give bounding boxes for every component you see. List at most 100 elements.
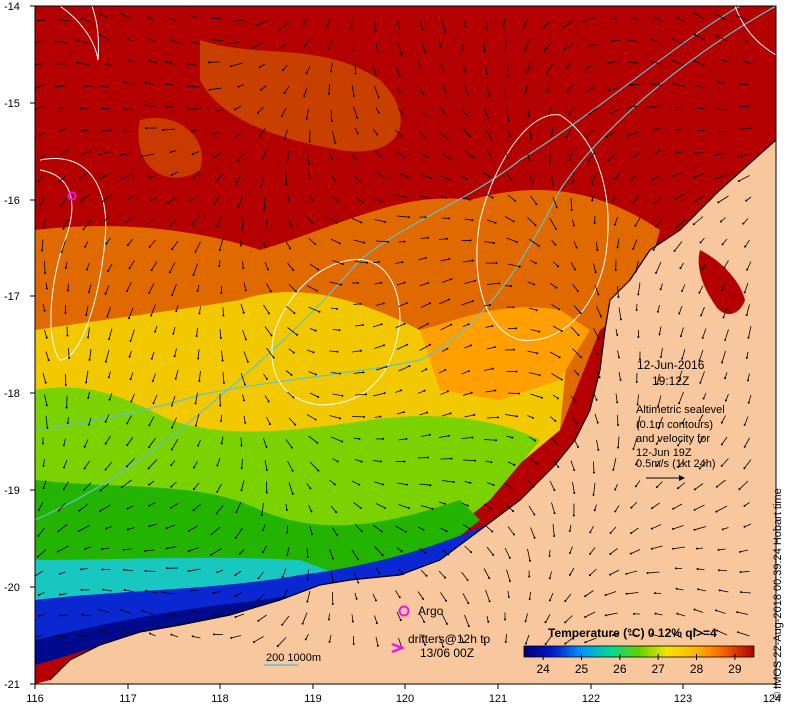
velocity-arrow-head xyxy=(280,46,283,49)
velocity-arrow xyxy=(221,436,224,444)
velocity-arrow xyxy=(441,19,446,32)
velocity-arrow xyxy=(121,629,134,636)
velocity-arrow-head xyxy=(194,402,197,405)
velocity-arrow-head xyxy=(121,628,124,631)
velocity-arrow xyxy=(701,263,707,271)
velocity-arrow xyxy=(552,261,559,267)
velocity-arrow xyxy=(651,524,662,530)
velocity-arrow xyxy=(308,435,318,444)
velocity-arrow xyxy=(282,64,288,71)
velocity-arrow-head xyxy=(588,112,591,115)
velocity-arrow xyxy=(395,525,407,533)
velocity-arrow-head xyxy=(148,291,151,294)
velocity-arrow-head xyxy=(544,643,547,646)
velocity-arrow xyxy=(106,63,113,67)
velocity-arrow-head xyxy=(483,50,486,53)
velocity-arrow xyxy=(169,219,177,227)
velocity-arrow xyxy=(105,461,113,470)
velocity-arrow xyxy=(651,61,662,65)
velocity-arrow-head xyxy=(376,644,379,647)
velocity-arrow-head xyxy=(490,154,493,157)
velocity-arrow-head xyxy=(318,310,321,313)
velocity-arrow-head xyxy=(306,600,309,603)
velocity-arrow-head xyxy=(80,130,83,133)
velocity-arrow-head xyxy=(467,602,470,605)
velocity-arrow-head xyxy=(696,106,699,109)
velocity-arrow-head xyxy=(335,307,338,310)
velocity-arrow-head xyxy=(212,592,215,595)
velocity-arrow-head xyxy=(577,333,580,336)
velocity-arrow xyxy=(438,299,450,305)
velocity-arrow-head xyxy=(162,129,165,132)
velocity-arrow xyxy=(372,524,383,532)
velocity-arrow xyxy=(723,260,729,268)
velocity-arrow-head xyxy=(587,89,590,92)
velocity-arrow-head xyxy=(407,507,410,510)
velocity-arrow-head xyxy=(717,548,720,551)
velocity-arrow-head xyxy=(534,439,537,442)
y-tick-label: -19 xyxy=(4,485,20,497)
velocity-arrow-head xyxy=(260,513,263,516)
velocity-arrow-head xyxy=(42,226,45,229)
velocity-arrow-head xyxy=(251,46,254,49)
velocity-arrow-head xyxy=(693,152,696,155)
velocity-arrow xyxy=(288,284,297,292)
velocity-arrow-head xyxy=(513,463,516,466)
velocity-arrow xyxy=(632,239,638,249)
velocity-arrow-head xyxy=(428,433,431,436)
velocity-arrow xyxy=(354,523,363,532)
velocity-arrow xyxy=(81,193,90,202)
velocity-arrow-head xyxy=(208,61,211,64)
velocity-arrow-head xyxy=(170,506,173,509)
velocity-arrow xyxy=(483,368,493,371)
velocity-arrow-head xyxy=(148,176,151,179)
velocity-arrow-head xyxy=(130,400,133,403)
velocity-arrow xyxy=(549,416,556,422)
velocity-arrow-head xyxy=(589,44,592,47)
velocity-arrow-head xyxy=(656,382,659,385)
velocity-arrow-head xyxy=(518,265,521,268)
velocity-arrow xyxy=(699,414,704,421)
y-axis: -14 -15 -16 -17 -18 -19 -20 -21 xyxy=(4,1,35,691)
velocity-arrow xyxy=(673,503,683,510)
velocity-arrow-head xyxy=(380,281,383,284)
velocity-arrow-head xyxy=(338,329,341,332)
velocity-arrow-head xyxy=(312,200,315,203)
velocity-arrow xyxy=(634,153,641,157)
velocity-arrow-head xyxy=(338,242,341,245)
velocity-arrow xyxy=(302,612,308,624)
velocity-arrow xyxy=(83,482,92,491)
velocity-arrow-head xyxy=(119,153,122,156)
velocity-arrow-head xyxy=(170,404,173,407)
velocity-arrow xyxy=(678,370,683,382)
velocity-arrow xyxy=(332,195,339,203)
velocity-arrow xyxy=(485,525,493,532)
velocity-arrow-head xyxy=(360,530,363,533)
velocity-arrow-head xyxy=(697,588,700,591)
velocity-arrow xyxy=(309,461,319,471)
velocity-arrow xyxy=(740,571,750,573)
velocity-arrow xyxy=(285,439,293,448)
velocity-arrow-head xyxy=(165,527,168,530)
velocity-arrow-head xyxy=(675,587,678,590)
velocity-arrow xyxy=(654,17,663,22)
bathy-200m-line xyxy=(35,6,776,431)
velocity-arrow-head xyxy=(588,574,591,577)
velocity-arrow-head xyxy=(84,84,87,87)
velocity-arrow-head xyxy=(625,572,628,575)
velocity-arrow-head xyxy=(465,114,468,117)
velocity-arrow xyxy=(398,43,402,55)
velocity-arrow xyxy=(674,241,683,252)
velocity-arrow-head xyxy=(340,283,343,286)
velocity-arrow xyxy=(354,63,357,74)
velocity-arrow xyxy=(677,150,686,154)
velocity-arrow-head xyxy=(633,155,636,158)
velocity-arrow-head xyxy=(220,442,223,445)
velocity-arrow-head xyxy=(722,316,725,319)
velocity-arrow xyxy=(677,439,683,446)
velocity-arrow xyxy=(213,612,222,615)
velocity-arrow xyxy=(419,152,429,159)
velocity-arrow-head xyxy=(546,89,549,92)
velocity-arrow xyxy=(172,326,176,334)
velocity-arrow xyxy=(43,480,47,489)
